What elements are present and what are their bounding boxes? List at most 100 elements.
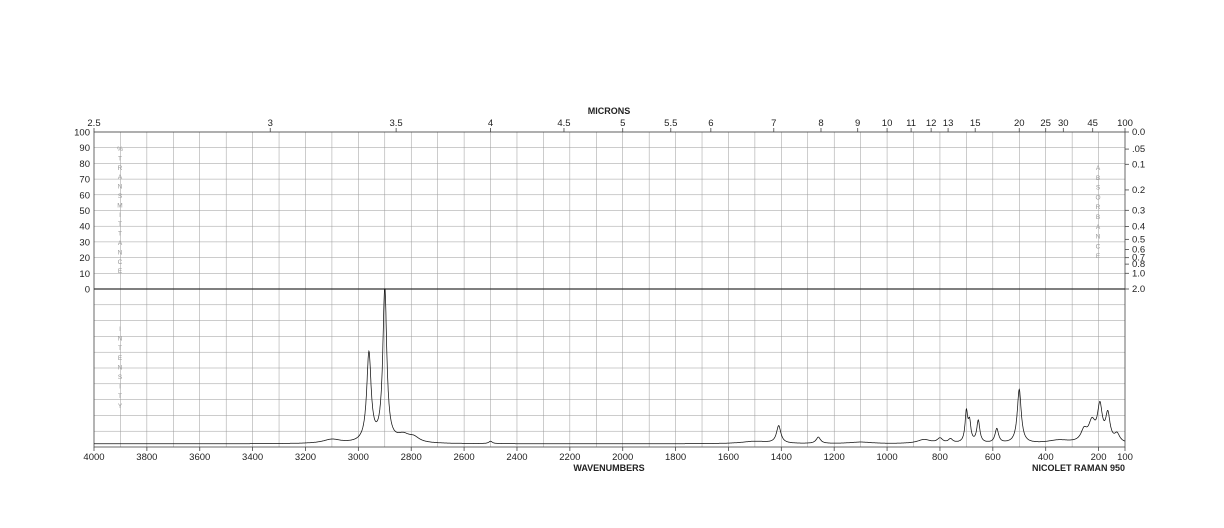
vertical-letter: T	[118, 155, 122, 162]
vertical-letter: T	[118, 345, 122, 352]
micron-tick-label: 30	[1058, 118, 1069, 129]
absorbance-tick-label: 0.0	[1132, 127, 1145, 138]
vertical-letter: C	[1096, 243, 1101, 250]
vertical-letter: B	[1096, 175, 1100, 182]
transmittance-tick-label: 60	[79, 190, 90, 201]
vertical-letter: N	[118, 336, 123, 343]
transmittance-tick-label: 100	[74, 128, 90, 139]
micron-tick-label: 9	[855, 118, 860, 129]
vertical-letter: Y	[118, 403, 123, 410]
transmittance-tick-label: 10	[79, 269, 90, 280]
absorbance-tick-label: 0.3	[1132, 205, 1145, 216]
x-tick-label: 2600	[454, 452, 475, 463]
x-tick-label: 2000	[612, 452, 633, 463]
x-tick-label: 1000	[877, 452, 898, 463]
vertical-letter: S	[118, 374, 123, 381]
x-tick-label: 2400	[506, 452, 527, 463]
x-tick-label: 2200	[559, 452, 580, 463]
x-axis-title: WAVENUMBERS	[573, 463, 644, 473]
micron-tick-label: 100	[1117, 118, 1133, 129]
micron-tick-label: 5	[620, 118, 625, 129]
transmittance-tick-label: 50	[79, 206, 90, 217]
x-tick-label: 1600	[718, 452, 739, 463]
x-tick-label: 1400	[771, 452, 792, 463]
vertical-letter: A	[1096, 165, 1101, 172]
micron-tick-label: 7	[771, 118, 776, 129]
x-tick-label: 600	[985, 452, 1001, 463]
vertical-letter: E	[118, 268, 123, 275]
micron-tick-label: 11	[906, 118, 916, 129]
micron-tick-label: 4	[488, 118, 493, 129]
absorbance-tick-label: 0.8	[1132, 259, 1145, 270]
vertical-letter: M	[117, 202, 122, 209]
x-tick-label: 200	[1091, 452, 1107, 463]
micron-tick-label: 3.5	[390, 118, 403, 129]
x-tick-label: 3600	[189, 452, 210, 463]
vertical-letter: S	[118, 193, 123, 200]
absorbance-tick-label: 0.4	[1132, 221, 1145, 232]
micron-tick-label: 8	[818, 118, 823, 129]
x-tick-label: 3800	[136, 452, 157, 463]
absorbance-tick-label: .05	[1132, 144, 1145, 155]
vertical-letter: C	[118, 259, 123, 266]
vertical-letter: I	[119, 326, 121, 333]
absorbance-tick-label: 2.0	[1132, 284, 1145, 295]
absorbance-tick-label: 0.1	[1132, 159, 1145, 170]
vertical-letter: R	[1096, 204, 1101, 211]
vertical-letter: I	[119, 212, 121, 219]
micron-tick-label: 2.5	[87, 118, 100, 129]
x-tick-label: 1800	[665, 452, 686, 463]
vertical-letter: T	[118, 231, 122, 238]
vertical-letter: %	[117, 146, 123, 153]
vertical-letter: I	[119, 384, 121, 391]
vertical-letter: E	[1096, 253, 1101, 260]
vertical-letter: N	[1096, 234, 1101, 241]
vertical-letter: R	[118, 165, 123, 172]
vertical-letter: E	[118, 355, 123, 362]
absorbance-tick-label: 0.2	[1132, 185, 1145, 196]
vertical-letter: T	[118, 221, 122, 228]
x-tick-label: 400	[1038, 452, 1054, 463]
transmittance-tick-label: 30	[79, 237, 90, 248]
vertical-letter: B	[1096, 214, 1100, 221]
micron-tick-label: 5.5	[664, 118, 677, 129]
vertical-letter: O	[1095, 194, 1100, 201]
axes	[93, 128, 1129, 451]
transmittance-tick-label: 70	[79, 175, 90, 186]
vertical-letter: A	[1096, 224, 1101, 231]
x-tick-label: 100	[1117, 452, 1133, 463]
x-tick-label: 4000	[83, 452, 104, 463]
micron-tick-label: 13	[943, 118, 954, 129]
x-tick-label: 3400	[242, 452, 263, 463]
x-tick-label: 3000	[348, 452, 369, 463]
x-tick-label: 3200	[295, 452, 316, 463]
vertical-letter: N	[118, 249, 123, 256]
x-tick-label: 1200	[824, 452, 845, 463]
absorbance-tick-label: 1.0	[1132, 268, 1145, 279]
x-tick-label: 800	[932, 452, 948, 463]
transmittance-tick-label: 0	[85, 285, 90, 296]
micron-tick-label: 20	[1014, 118, 1025, 129]
micron-tick-label: 10	[882, 118, 893, 129]
micron-tick-label: 15	[970, 118, 981, 129]
tick-labels: 4000 3800 3600 3400 3200 3000 2800 2600 2400 2200…	[74, 118, 1145, 463]
x-tick-label: 2800	[401, 452, 422, 463]
vertical-letter: T	[118, 393, 122, 400]
micron-tick-label: 4.5	[557, 118, 570, 129]
spectrum-line	[94, 288, 1126, 445]
micron-tick-label: 12	[926, 118, 937, 129]
top-axis-title: MICRONS	[588, 106, 631, 116]
micron-tick-label: 6	[708, 118, 713, 129]
vertical-letter: A	[118, 240, 123, 247]
vertical-letter: S	[1096, 185, 1101, 192]
micron-tick-label: 45	[1087, 118, 1098, 129]
transmittance-tick-label: 40	[79, 222, 90, 233]
vertical-letter: N	[118, 364, 123, 371]
vertical-letter: N	[118, 184, 123, 191]
absorbance-tick-label: 0.6	[1132, 245, 1145, 256]
